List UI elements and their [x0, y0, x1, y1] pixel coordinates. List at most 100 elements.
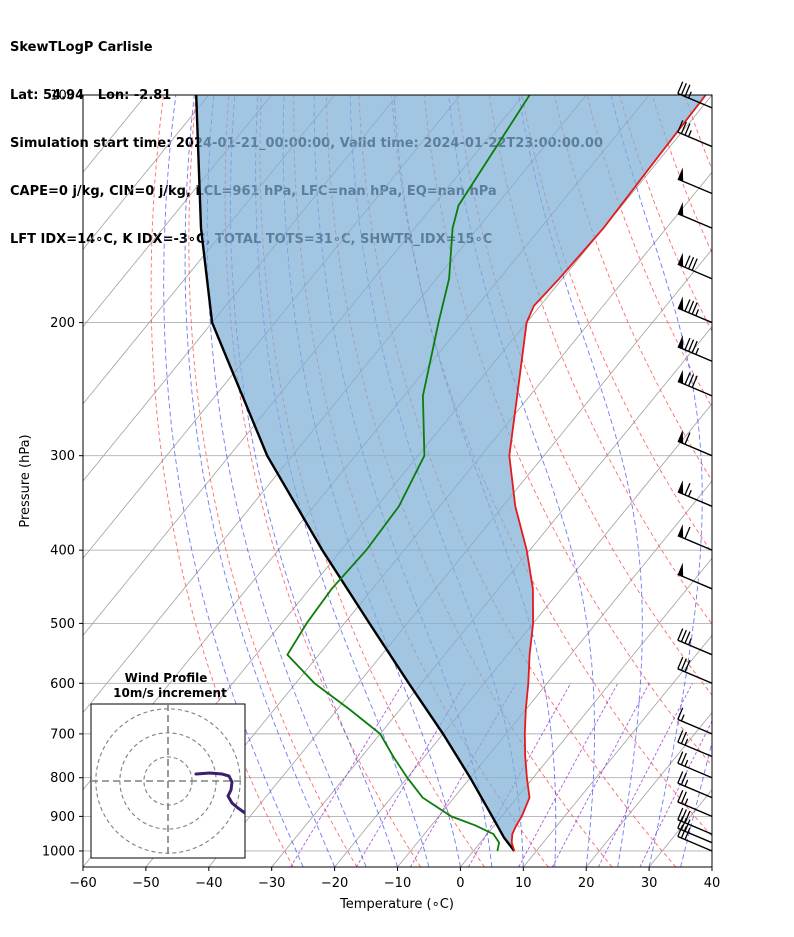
wind-barb: [677, 120, 713, 148]
y-tick-label: 1000: [42, 844, 75, 859]
moist-adiabat: [680, 740, 712, 867]
barb-pennant: [677, 429, 684, 444]
dry-adiabat: [750, 95, 794, 867]
barb-staff: [677, 213, 713, 229]
wind-barb: [677, 524, 713, 551]
barb-pennant: [677, 167, 684, 182]
barb-flag: [677, 730, 684, 743]
barb-flag: [680, 731, 687, 744]
barb-flag: [680, 826, 687, 839]
wind-barb: [677, 771, 713, 799]
barb-flag: [677, 81, 684, 94]
barb-flag: [677, 807, 684, 820]
mixing-ratio-line: [290, 683, 404, 867]
title-station: SkewTLogP Carlisle: [10, 40, 153, 55]
barb-flag: [684, 432, 691, 445]
wind-barb: [677, 562, 713, 590]
wind-barb: [677, 81, 713, 109]
dewpoint-profile-line: [286, 95, 531, 852]
x-tick-label: −50: [132, 876, 159, 891]
x-tick-label: −40: [195, 876, 222, 891]
barb-pennant: [677, 524, 684, 538]
y-tick-label: 900: [50, 810, 75, 825]
barb-flag: [677, 707, 684, 720]
barb-flag: [684, 299, 691, 312]
barb-flag: [684, 337, 691, 351]
profiles: [195, 95, 707, 852]
barb-flag: [677, 771, 684, 784]
barb-flag: [680, 752, 687, 766]
barb-half-flag: [684, 798, 689, 806]
hodograph-area: [91, 704, 245, 858]
barb-flag: [684, 659, 691, 673]
dry-adiabat: [456, 95, 712, 696]
barb-staff: [677, 782, 713, 799]
barb-pennant: [677, 369, 684, 384]
barb-staff: [677, 573, 713, 590]
y-tick-label: 600: [50, 677, 75, 692]
barb-staff: [677, 827, 713, 844]
dry-adiabat: [717, 95, 794, 867]
x-tick-label: 10: [515, 876, 532, 891]
x-tick-label: −30: [258, 876, 285, 891]
isotherm-line: [648, 789, 712, 867]
isotherm-line: [522, 634, 712, 867]
parcel-profile-line: [195, 95, 516, 852]
y-tick-label: 300: [50, 449, 75, 464]
barb-half-flag: [688, 130, 692, 137]
wind-barb: [677, 628, 713, 656]
barb-flag: [677, 789, 684, 803]
barb-pennant: [677, 252, 684, 267]
barb-staff: [677, 535, 713, 551]
dry-adiabat: [619, 95, 712, 333]
isotherm-line: [711, 866, 712, 867]
barb-staff: [677, 131, 713, 148]
barb-staff: [677, 668, 713, 684]
barb-flag: [688, 374, 695, 387]
barb-staff: [677, 639, 713, 656]
barb-staff: [677, 491, 713, 507]
barb-staff: [677, 92, 713, 109]
barb-flag: [684, 810, 691, 823]
wind-barb: [677, 201, 713, 229]
y-axis-label: Pressure (hPa): [18, 434, 33, 527]
isotherm-line: [585, 711, 712, 867]
wind-barb: [677, 707, 713, 735]
barb-staff: [677, 178, 713, 195]
barb-flag: [677, 120, 684, 133]
barb-flag: [684, 123, 691, 136]
barb-half-flag: [684, 779, 689, 787]
temperature-profile-line: [508, 95, 707, 852]
barb-half-flag: [684, 759, 689, 767]
barb-flag: [691, 302, 698, 315]
barb-flag: [677, 628, 684, 641]
barb-staff: [677, 380, 713, 397]
barb-flag: [684, 372, 691, 385]
barb-half-flag: [695, 347, 700, 355]
barb-staff: [677, 741, 713, 758]
barb-half-flag: [684, 738, 689, 746]
isotherm-line: [83, 95, 84, 96]
barb-flag: [680, 658, 687, 671]
barb-flag: [688, 256, 695, 270]
wind-barb: [677, 730, 713, 758]
dry-adiabat: [783, 95, 794, 867]
isotherm-line: [83, 95, 273, 328]
y-tick-label: 500: [50, 617, 75, 632]
hodograph-trace: [194, 771, 245, 815]
barb-pennant: [677, 201, 684, 216]
barb-flag: [684, 84, 691, 97]
x-tick-label: 0: [456, 876, 464, 891]
wind-barb: [677, 335, 713, 362]
dry-adiabat: [391, 95, 712, 838]
x-tick-label: 30: [641, 876, 658, 891]
wind-barb: [677, 807, 713, 835]
y-tick-label: 800: [50, 771, 75, 786]
wind-barb: [677, 167, 713, 195]
x-tick-label: 20: [578, 876, 595, 891]
barb-flag: [680, 809, 687, 822]
dry-adiabat: [188, 95, 358, 867]
barb-flag: [677, 824, 684, 837]
dry-adiabat: [651, 95, 712, 254]
moist-adiabat: [230, 95, 398, 867]
